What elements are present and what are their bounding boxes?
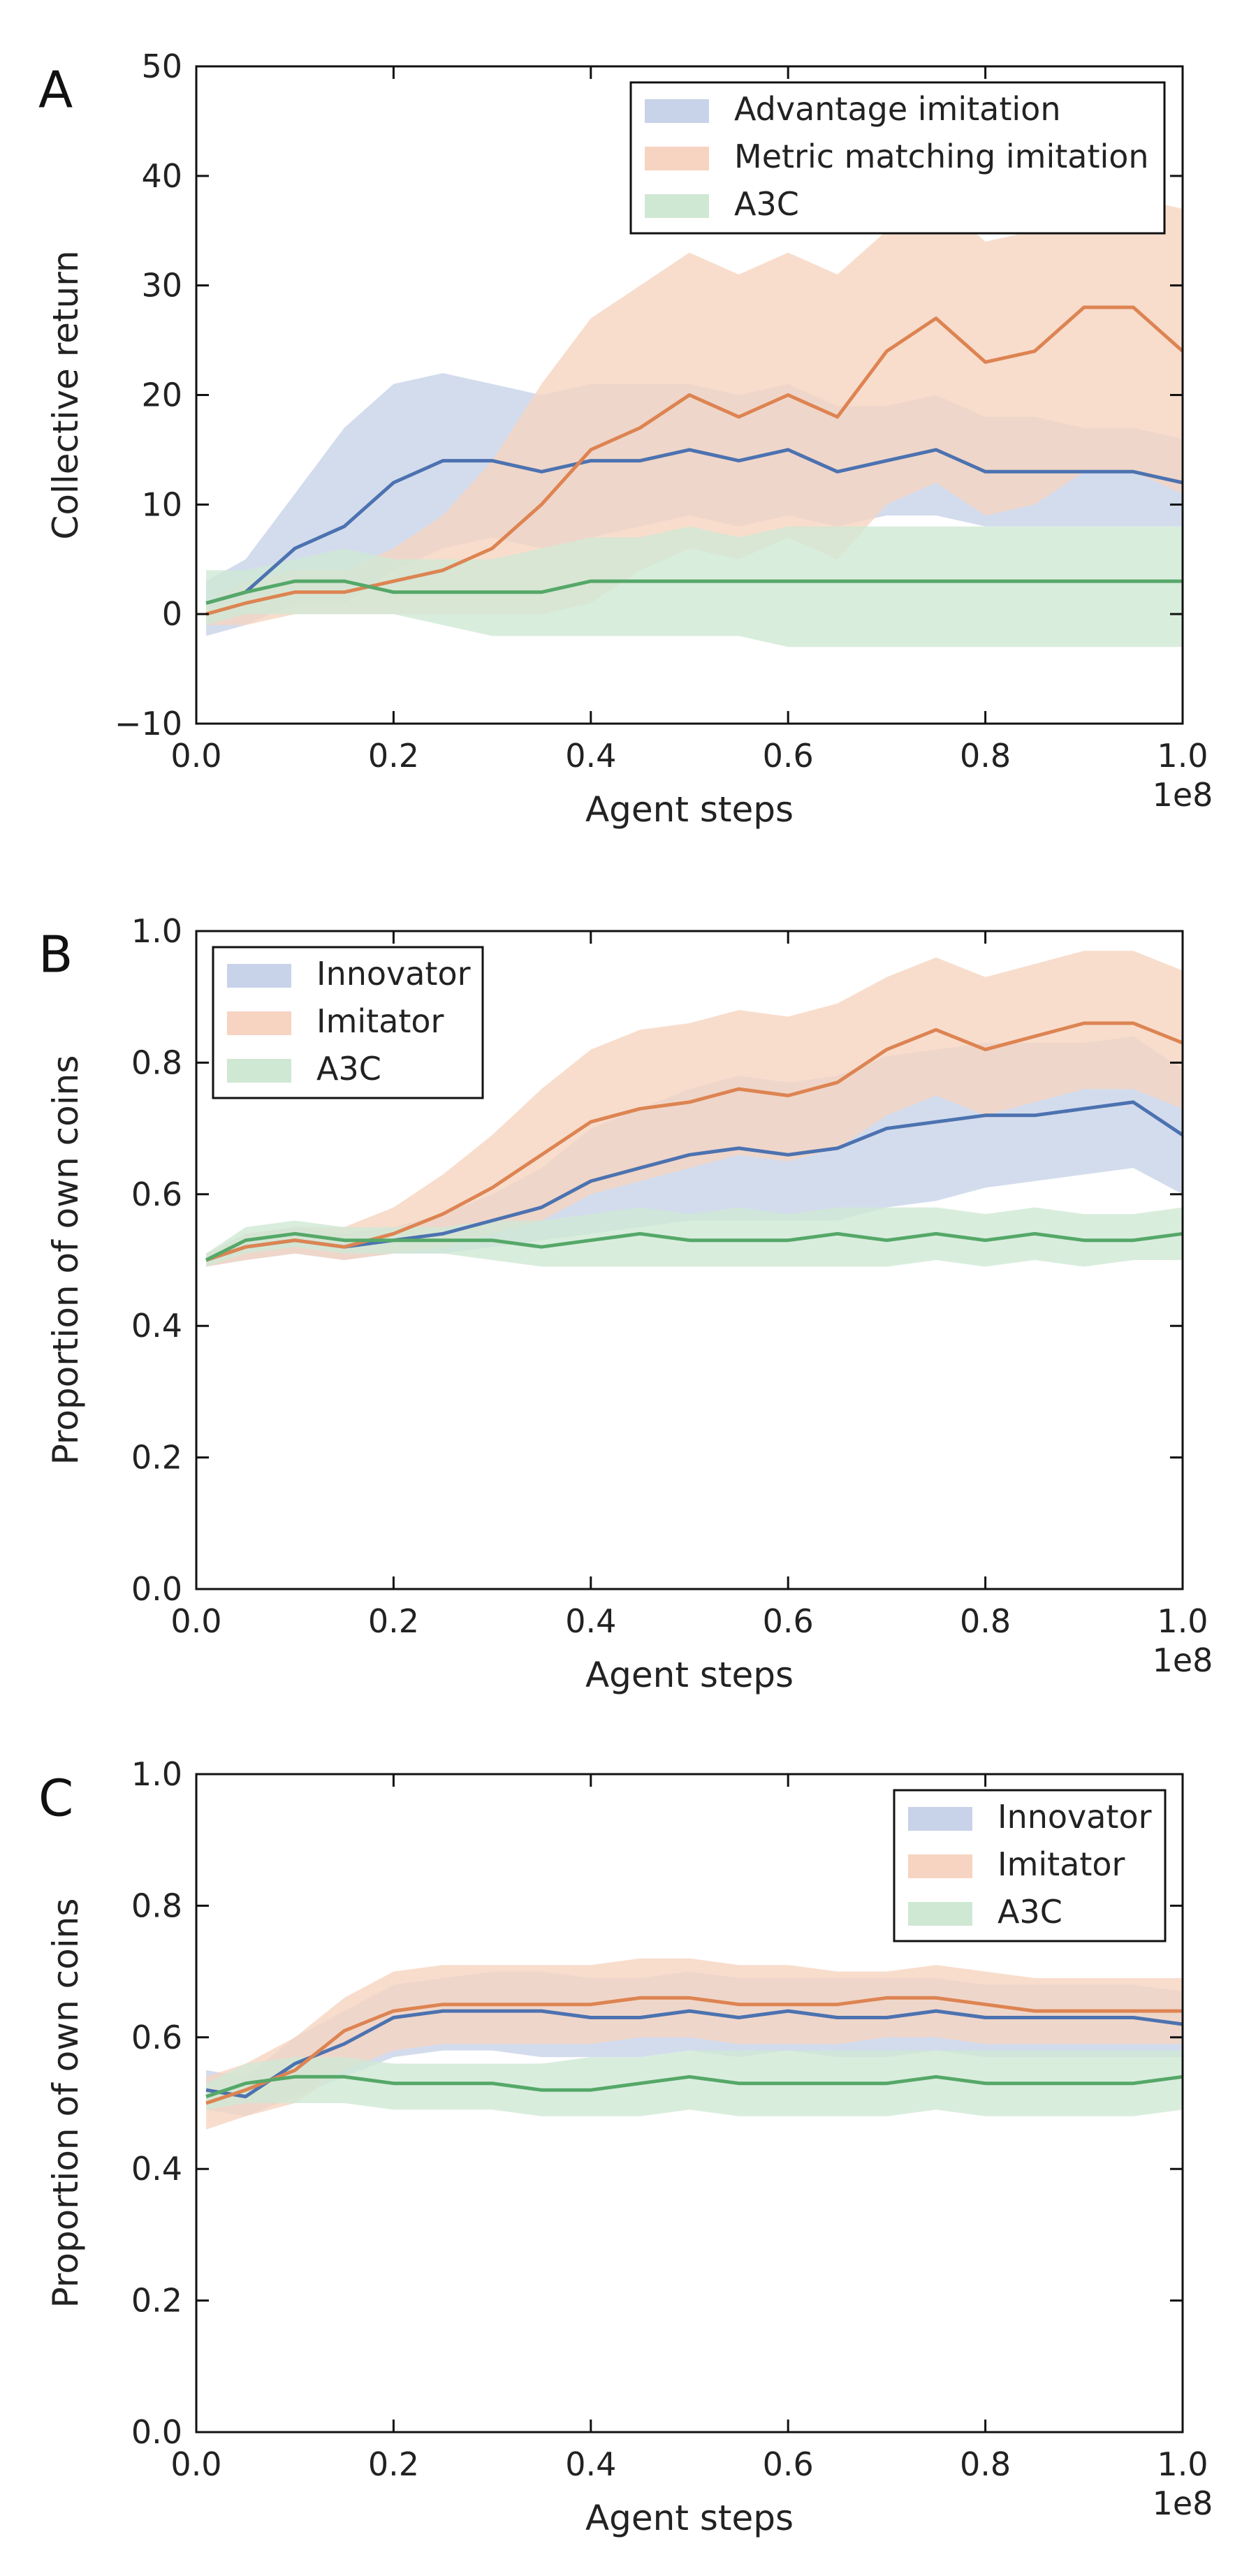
- x-tick-label: 0.0: [170, 737, 221, 775]
- legend-swatch: [908, 1902, 972, 1926]
- chart-panel-c: C 0.0 0.2 0.4 0.6 0.8 1.0 0.0 0.2 0.4 0.6 0.8 1.0 Age…: [38, 1755, 1213, 2538]
- x-tick-label: 0.6: [763, 1602, 814, 1640]
- y-tick-label: 0.8: [131, 1887, 182, 1924]
- legend-swatch: [908, 1854, 972, 1878]
- legend-box: [629, 81, 1166, 235]
- y-axis-label: Collective return: [45, 250, 86, 539]
- x-axis-label: Agent steps: [585, 1655, 794, 1695]
- y-axis-label: Proportion of own coins: [45, 1055, 86, 1465]
- x-tick-label: 0.4: [565, 2445, 616, 2483]
- legend-swatch: [645, 99, 709, 123]
- legend-entry: A3C: [316, 1050, 381, 1088]
- y-tick-label: 0.0: [131, 1570, 182, 1608]
- x-axis-label: Agent steps: [585, 2498, 794, 2538]
- series-band-a3c: [206, 1207, 1183, 1267]
- x-tick-label: 0.6: [763, 737, 814, 775]
- x-tick-label: 1.0: [1157, 1602, 1208, 1640]
- legend-swatch: [645, 194, 709, 218]
- x-tick-label: 0.8: [960, 2445, 1011, 2483]
- x-multiplier-label: 1e8: [1153, 776, 1213, 814]
- y-tick-label: 0.4: [131, 1307, 182, 1345]
- y-tick-label: −10: [115, 705, 182, 742]
- panel-label: C: [38, 1769, 73, 1828]
- y-tick-label: 1.0: [131, 1755, 182, 1793]
- x-tick-label: 0.8: [960, 1602, 1011, 1640]
- series-band-a3c: [206, 2050, 1183, 2116]
- y-tick-label: 1.0: [131, 912, 182, 950]
- legend-entry: Imitator: [998, 1845, 1125, 1883]
- chart-panel-a: A 0.0 0.2 0.4 0.6 0.8 1.0 −10 0 10 20 30 40 50 Agent s…: [38, 47, 1213, 830]
- x-multiplier-label: 1e8: [1153, 1641, 1213, 1679]
- x-tick-label: 1.0: [1157, 737, 1208, 775]
- y-tick-label: 0.8: [131, 1044, 182, 1081]
- plot-frame: [195, 930, 1184, 1590]
- chart-panel-b: B 0.0 0.2 0.4 0.6 0.8 1.0 0.0 0.2 0.4 0.6 0.8 1.0 Age…: [38, 912, 1213, 1695]
- legend-entry: A3C: [998, 1893, 1062, 1931]
- legend-swatch: [908, 1807, 972, 1831]
- legend-entry: A3C: [734, 185, 799, 223]
- y-tick-label: 0.4: [131, 2150, 182, 2188]
- y-tick-label: 50: [141, 47, 182, 85]
- y-tick-label: 0.6: [131, 2019, 182, 2056]
- plot-frame: [195, 1773, 1184, 2434]
- series-band-imitator: [206, 1958, 1183, 2130]
- y-tick-label: 0.2: [131, 1439, 182, 1477]
- x-multiplier-label: 1e8: [1153, 2484, 1213, 2522]
- y-tick-label: 40: [141, 157, 182, 195]
- x-tick-label: 0.2: [368, 737, 419, 775]
- legend-swatch: [645, 147, 709, 170]
- y-tick-label: 0: [162, 595, 182, 633]
- series-band-metric-matching-imitation: [206, 198, 1183, 625]
- legend-entry: Advantage imitation: [734, 90, 1060, 128]
- series-band-a3c: [206, 526, 1183, 647]
- x-tick-label: 0.2: [368, 1602, 419, 1640]
- y-tick-label: 10: [141, 485, 182, 523]
- x-axis-label: Agent steps: [585, 789, 794, 830]
- x-tick-label: 0.4: [565, 737, 616, 775]
- legend-swatch: [227, 1059, 291, 1083]
- legend-entry: Innovator: [998, 1798, 1152, 1836]
- x-tick-label: 0.4: [565, 1602, 616, 1640]
- y-tick-label: 20: [141, 376, 182, 414]
- y-tick-label: 0.6: [131, 1176, 182, 1213]
- y-axis-label: Proportion of own coins: [45, 1898, 86, 2308]
- legend-swatch: [227, 1011, 291, 1035]
- legend-entry: Imitator: [316, 1002, 444, 1040]
- legend-entry: Metric matching imitation: [734, 138, 1149, 175]
- x-tick-label: 0.0: [170, 1602, 221, 1640]
- legend-entry: Innovator: [316, 955, 471, 993]
- x-tick-label: 1.0: [1157, 2445, 1208, 2483]
- x-tick-label: 0.8: [960, 737, 1011, 775]
- panel-label: B: [38, 925, 73, 984]
- y-tick-label: 30: [141, 267, 182, 305]
- legend-swatch: [227, 964, 291, 988]
- x-tick-label: 0.0: [170, 2445, 221, 2483]
- y-tick-label: 0.2: [131, 2282, 182, 2320]
- y-tick-label: 0.0: [131, 2413, 182, 2451]
- x-tick-label: 0.2: [368, 2445, 419, 2483]
- x-tick-label: 0.6: [763, 2445, 814, 2483]
- panel-label: A: [38, 61, 73, 119]
